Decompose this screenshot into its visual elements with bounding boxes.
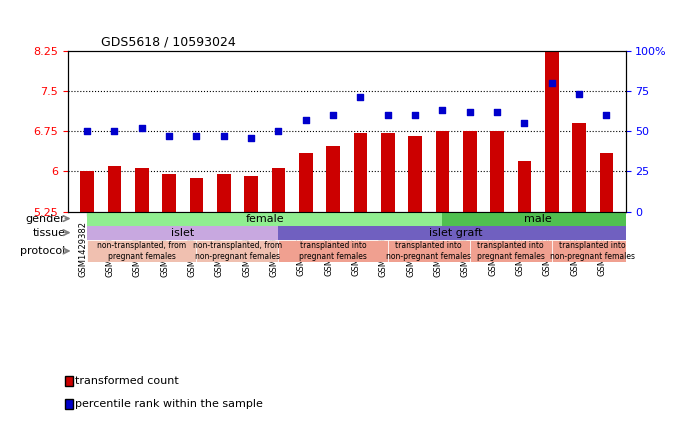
Bar	[197, 240, 279, 262]
Text: protocol: protocol	[20, 246, 65, 256]
Text: percentile rank within the sample: percentile rank within the sample	[75, 399, 262, 409]
Point	[355, 94, 366, 101]
Bar	[107, 166, 121, 423]
Bar	[135, 168, 149, 423]
Bar	[436, 131, 449, 423]
Bar	[244, 176, 258, 423]
Bar	[573, 123, 586, 423]
Point	[109, 128, 120, 135]
Text: transplanted into
non-pregnant females: transplanted into non-pregnant females	[386, 241, 471, 261]
Point	[328, 112, 339, 118]
Bar	[217, 174, 231, 423]
Point	[273, 128, 284, 135]
Bar	[381, 133, 394, 423]
Text: non-transplanted, from
pregnant females: non-transplanted, from pregnant females	[97, 241, 186, 261]
Bar	[551, 240, 634, 262]
Point	[464, 108, 475, 115]
Point	[301, 116, 311, 123]
Point	[164, 132, 175, 139]
Text: transplanted into
pregnant females: transplanted into pregnant females	[299, 241, 367, 261]
Bar	[490, 131, 504, 423]
Bar	[388, 240, 470, 262]
Point	[437, 107, 448, 114]
Text: transplanted into
non-pregnant females: transplanted into non-pregnant females	[550, 241, 635, 261]
Bar	[80, 171, 94, 423]
Text: transformed count: transformed count	[75, 376, 179, 386]
Bar	[600, 153, 613, 423]
Point	[546, 80, 557, 86]
Bar	[279, 240, 388, 262]
Bar	[87, 240, 197, 262]
Point	[82, 128, 92, 135]
Point	[245, 134, 256, 141]
Bar	[299, 153, 313, 423]
Bar	[545, 37, 559, 423]
Bar	[190, 178, 203, 423]
Text: islet: islet	[171, 228, 194, 238]
Text: gender: gender	[26, 214, 65, 223]
Point	[218, 132, 229, 139]
Point	[137, 124, 148, 131]
Bar	[279, 225, 634, 240]
Text: tissue: tissue	[32, 228, 65, 238]
Point	[492, 108, 503, 115]
Text: non-transplanted, from
non-pregnant females: non-transplanted, from non-pregnant fema…	[193, 241, 282, 261]
Text: GDS5618 / 10593024: GDS5618 / 10593024	[101, 35, 236, 48]
Text: islet graft: islet graft	[429, 228, 483, 238]
Text: transplanted into
pregnant females: transplanted into pregnant females	[477, 241, 545, 261]
Bar	[354, 133, 367, 423]
Point	[191, 132, 202, 139]
Bar	[517, 161, 531, 423]
Text: female: female	[245, 214, 284, 223]
Bar	[470, 240, 551, 262]
Bar	[87, 225, 279, 240]
Point	[382, 112, 393, 118]
Bar	[271, 168, 286, 423]
Bar	[326, 146, 340, 423]
Point	[409, 112, 420, 118]
Bar	[463, 131, 477, 423]
Bar	[87, 212, 443, 225]
Bar	[163, 174, 176, 423]
Bar	[408, 137, 422, 423]
Point	[519, 120, 530, 126]
Point	[601, 112, 612, 118]
Bar	[443, 212, 634, 225]
Point	[574, 91, 585, 98]
Text: male: male	[524, 214, 552, 223]
